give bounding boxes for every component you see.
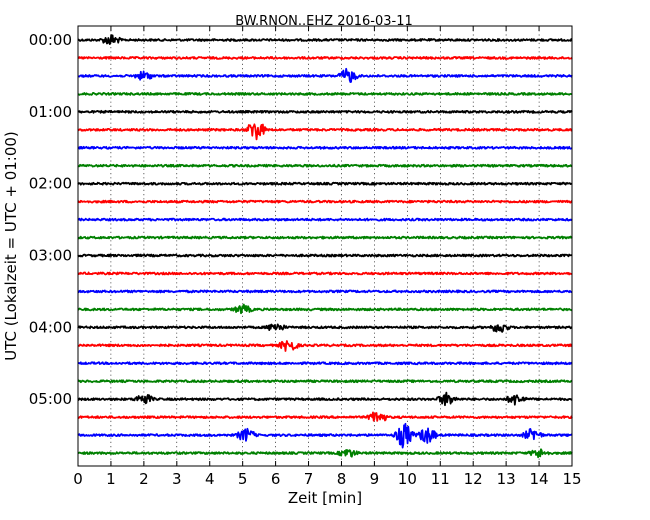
chart-title: BW.RNON..EHZ 2016-03-11 [235, 14, 413, 29]
x-tick-label: 0 [73, 470, 83, 488]
trace-line [77, 145, 573, 150]
x-tick-label: 15 [562, 470, 581, 488]
trace-line [77, 340, 573, 352]
plot-frame [77, 25, 573, 467]
trace-line [77, 163, 573, 168]
x-tick-label: 8 [337, 470, 347, 488]
y-tick-label: 02:00 [29, 175, 72, 193]
trace-line [77, 217, 573, 222]
x-axis-label: Zeit [min] [288, 489, 362, 507]
trace-line [77, 56, 573, 60]
trace-line [77, 123, 573, 141]
x-axis: 0 1 2 3 4 5 6 7 8 9 10 11 12 13 14 15 [73, 26, 582, 488]
x-tick-label: 14 [530, 470, 549, 488]
x-tick-label: 12 [464, 470, 483, 488]
y-tick-label: 01:00 [29, 103, 72, 121]
x-tick-label: 4 [205, 470, 215, 488]
trace-line [77, 181, 573, 186]
x-tick-label: 11 [431, 470, 450, 488]
trace-line [77, 34, 573, 46]
y-axis-label: UTC (Lokalzeit = UTC + 01:00) [2, 131, 20, 361]
trace-line [77, 91, 573, 96]
y-tick-label: 03:00 [29, 247, 72, 265]
x-tick-label: 9 [370, 470, 380, 488]
trace-line [77, 411, 573, 422]
y-axis: 00:00 01:00 02:00 03:00 04:00 05:00 [29, 31, 572, 408]
trace-line [77, 67, 573, 83]
trace-line [77, 199, 573, 204]
x-tick-label: 13 [497, 470, 516, 488]
trace-line [77, 271, 573, 276]
x-tick-label: 7 [304, 470, 314, 488]
traces [77, 34, 573, 459]
trace-line [77, 303, 573, 315]
x-tick-label: 3 [172, 470, 182, 488]
trace-line [77, 323, 573, 333]
trace-line [77, 448, 573, 459]
trace-line [77, 109, 573, 114]
trace-line [77, 235, 573, 240]
trace-line [77, 391, 573, 407]
x-tick-label: 6 [271, 470, 281, 488]
y-tick-label: 00:00 [29, 31, 72, 49]
trace-line [77, 253, 573, 258]
x-tick-label: 5 [238, 470, 248, 488]
trace-line [77, 361, 573, 366]
trace-line [77, 289, 573, 294]
y-tick-label: 04:00 [29, 318, 72, 336]
x-tick-label: 1 [106, 470, 116, 488]
trace-line [77, 379, 573, 384]
x-tick-label: 2 [139, 470, 149, 488]
trace-line [77, 422, 573, 449]
y-tick-label: 05:00 [29, 390, 72, 408]
x-tick-label: 10 [398, 470, 417, 488]
